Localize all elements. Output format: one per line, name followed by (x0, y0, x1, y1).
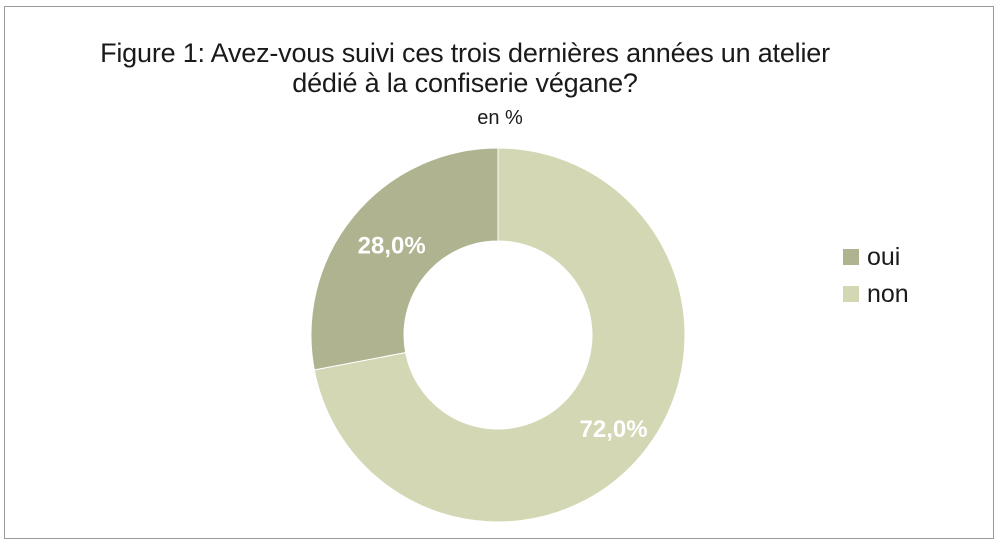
donut-slices (310, 147, 686, 523)
chart-title-line-1: Figure 1: Avez-vous suivi ces trois dern… (100, 38, 830, 68)
donut-slice-non (313, 147, 686, 523)
slice-value-label-non: 72,0% (580, 416, 648, 443)
legend-swatch-non (843, 285, 859, 302)
chart-subtitle: en % (477, 107, 523, 129)
chart-title-line-2: dédié à la confiserie végane? (292, 68, 638, 98)
chart-title: Figure 1: Avez-vous suivi ces trois dern… (0, 38, 930, 98)
legend-item-non: non (843, 275, 909, 312)
legend-label-non: non (867, 279, 909, 308)
slice-value-label-oui: 28,0% (358, 232, 426, 259)
legend-item-oui: oui (843, 238, 909, 275)
legend: oui non (843, 238, 909, 312)
donut-slice-oui (310, 147, 499, 371)
legend-swatch-oui (843, 248, 859, 265)
legend-label-oui: oui (867, 242, 901, 271)
donut-slice-labels: 28,0% 72,0% (358, 232, 648, 443)
